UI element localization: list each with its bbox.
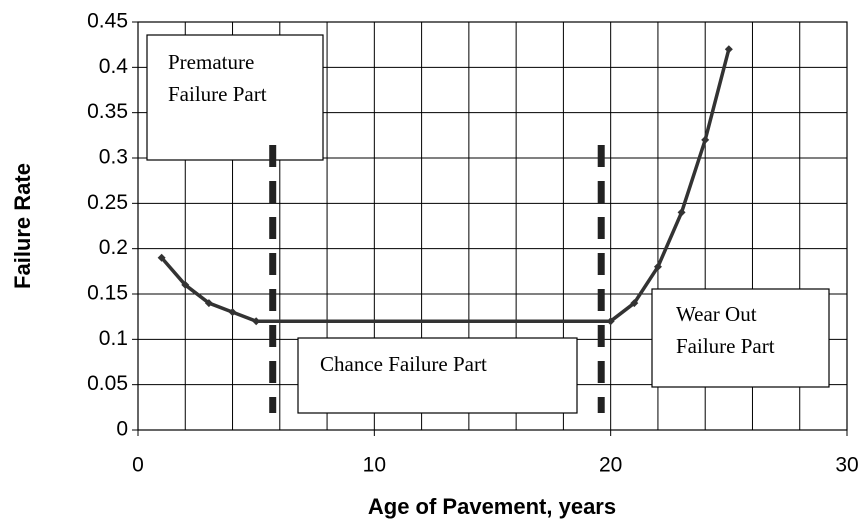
plot-frame (137, 21, 848, 431)
y-tick-label: 0.45 (87, 10, 128, 33)
y-tick-label: 0.1 (99, 327, 128, 350)
y-tick-label: 0 (116, 418, 128, 441)
data-point (252, 317, 261, 326)
y-tick-label: 0.35 (87, 100, 128, 123)
data-point (677, 208, 686, 217)
data-point (157, 253, 166, 262)
x-tick-label: 20 (599, 454, 622, 477)
y-tick-label: 0.2 (99, 236, 128, 259)
annotation-box (297, 337, 578, 414)
x-axis-title: Age of Pavement, years (368, 494, 616, 519)
data-point (204, 299, 213, 308)
data-point (701, 135, 710, 144)
y-tick-label: 0.05 (87, 372, 128, 395)
y-tick-label: 0.15 (87, 282, 128, 305)
annotation-text: Wear Out (676, 302, 757, 326)
annotation-text: Failure Part (168, 82, 267, 106)
annotation-text: Failure Part (676, 334, 775, 358)
data-point (653, 262, 662, 271)
data-point (181, 280, 190, 289)
data-point (606, 317, 615, 326)
annotation-text: Premature (168, 50, 254, 74)
y-tick-label: 0.3 (99, 146, 128, 169)
annotation-box (146, 34, 324, 161)
data-point (724, 45, 733, 54)
data-point (630, 299, 639, 308)
y-axis-title: Failure Rate (10, 163, 35, 289)
x-tick-label: 10 (363, 454, 386, 477)
annotation-text: Chance Failure Part (320, 352, 487, 376)
x-tick-label: 0 (132, 454, 144, 477)
x-tick-label: 30 (835, 454, 858, 477)
y-tick-label: 0.4 (99, 55, 129, 78)
y-tick-label: 0.25 (87, 191, 128, 214)
annotation-box (651, 288, 830, 388)
data-point (228, 308, 237, 317)
